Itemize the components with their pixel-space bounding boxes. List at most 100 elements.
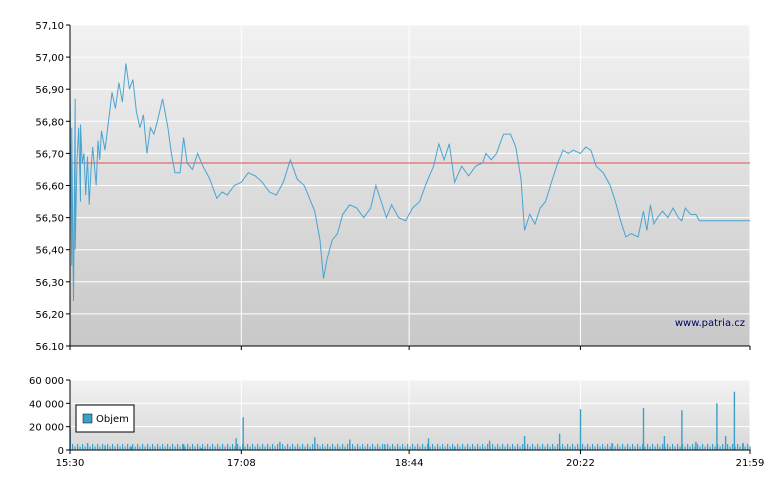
volume-bar-small	[287, 444, 289, 450]
volume-bar-small	[184, 446, 186, 450]
volume-bar-small	[659, 446, 661, 450]
volume-bar-small	[677, 444, 679, 450]
volume-bar-small	[339, 446, 341, 450]
volume-bar-small	[557, 444, 559, 450]
volume-bar-small	[604, 446, 606, 450]
volume-bar-small	[632, 444, 634, 450]
volume-bar-small	[394, 446, 396, 450]
volume-bar-small	[99, 446, 101, 450]
volume-bar-small	[247, 444, 249, 450]
volume-bar-small	[597, 444, 599, 450]
volume-bar-small	[722, 444, 724, 450]
volume-bar	[523, 436, 526, 450]
x-tick-label: 20:22	[566, 458, 595, 469]
volume-bar-small	[639, 446, 641, 450]
volume-bar	[733, 391, 736, 450]
volume-bar-small	[437, 444, 439, 450]
volume-bar-small	[512, 444, 514, 450]
volume-bar-small	[704, 446, 706, 450]
volume-bar-small	[719, 446, 721, 450]
volume-bar-small	[732, 444, 734, 450]
volume-bar-small	[649, 446, 651, 450]
volume-bar-small	[439, 446, 441, 450]
volume-bar-small	[494, 446, 496, 450]
volume-bar-small	[269, 446, 271, 450]
volume-bar-small	[272, 444, 274, 450]
price-x-ticks	[69, 346, 751, 350]
volume-bar-small	[672, 444, 674, 450]
volume-bar-small	[624, 446, 626, 450]
volume-bar-small	[662, 444, 664, 450]
volume-bar-small	[284, 446, 286, 450]
volume-bar-small	[542, 444, 544, 450]
volume-bar-small	[304, 446, 306, 450]
volume-bar-small	[362, 444, 364, 450]
volume-bar-small	[497, 444, 499, 450]
volume-bar-small	[197, 444, 199, 450]
volume-bar-small	[324, 446, 326, 450]
volume-bar-small	[539, 446, 541, 450]
volume-bar-small	[434, 446, 436, 450]
volume-bar-small	[747, 444, 749, 450]
volume-bar-small	[619, 446, 621, 450]
volume-grid	[70, 379, 751, 450]
volume-bar-small	[119, 446, 121, 450]
volume-bar	[454, 446, 456, 450]
volume-bar-small	[234, 446, 236, 450]
volume-bar-small	[342, 444, 344, 450]
volume-bar-small	[399, 446, 401, 450]
volume-bar-small	[419, 446, 421, 450]
volume-bar-small	[239, 446, 241, 450]
volume-bar-small	[154, 446, 156, 450]
volume-bar-small	[749, 446, 751, 450]
volume-bar-small	[182, 444, 184, 450]
volume-bar-small	[529, 446, 531, 450]
volume-bar-small	[224, 446, 226, 450]
volume-bar-small	[82, 444, 84, 450]
volume-bar-small	[712, 444, 714, 450]
volume-bar-small	[554, 446, 556, 450]
price-y-tick-label: 57,10	[35, 21, 64, 32]
price-y-ticks: 56.10 56,20 56,30 56,40 56,50 56,60 56,70 56,80…	[35, 21, 70, 353]
volume-bar-small	[407, 444, 409, 450]
volume-bar-small	[587, 444, 589, 450]
volume-bar-small	[607, 444, 609, 450]
x-tick-label: 17:08	[227, 458, 256, 469]
volume-bar-small	[614, 446, 616, 450]
volume-bar-small	[257, 444, 259, 450]
volume-bar-small	[594, 446, 596, 450]
price-y-tick-label: 57,00	[35, 53, 64, 64]
volume-bar-small	[107, 444, 109, 450]
volume-bar-small	[739, 446, 741, 450]
volume-bar-small	[417, 444, 419, 450]
volume-bar-small	[202, 444, 204, 450]
volume-bar-small	[582, 444, 584, 450]
volume-bar-small	[502, 444, 504, 450]
volume-bar-small	[737, 444, 739, 450]
volume-bar-small	[509, 446, 511, 450]
volume-bar-small	[109, 446, 111, 450]
volume-bar-small	[129, 446, 131, 450]
volume-plot-area	[70, 380, 750, 450]
price-y-tick-label: 56,40	[35, 246, 64, 257]
volume-bar-small	[634, 446, 636, 450]
price-y-tick-label: 56,90	[35, 85, 64, 96]
volume-bar-small	[157, 444, 159, 450]
volume-bar-small	[217, 444, 219, 450]
volume-bar-small	[299, 446, 301, 450]
volume-bar-small	[622, 444, 624, 450]
volume-bar-small	[707, 444, 709, 450]
volume-bar-small	[392, 444, 394, 450]
volume-bar-small	[89, 446, 91, 450]
volume-bar	[558, 433, 561, 450]
volume-bar-small	[274, 446, 276, 450]
volume-bar-small	[487, 444, 489, 450]
volume-bar-small	[164, 446, 166, 450]
volume-bar-small	[152, 444, 154, 450]
volume-bar-small	[229, 446, 231, 450]
volume-bar-small	[429, 446, 431, 450]
volume-bar-small	[589, 446, 591, 450]
volume-bar-small	[699, 446, 701, 450]
volume-bar-small	[124, 446, 126, 450]
volume-y-tick-label: 20 000	[29, 423, 64, 434]
